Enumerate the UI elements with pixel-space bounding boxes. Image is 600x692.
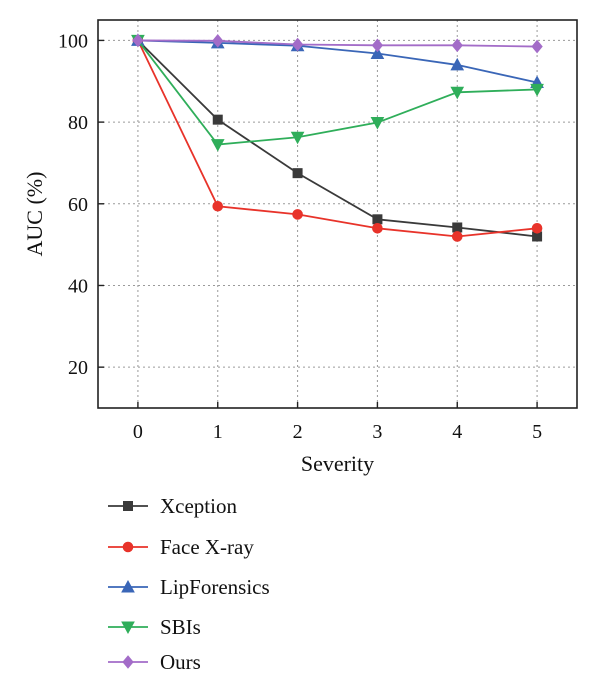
data-point [372,214,383,225]
data-point [292,168,303,179]
series-lipforensics [131,33,544,88]
x-axis-label: Severity [301,451,374,476]
data-point [450,57,465,71]
y-tick-label: 100 [58,30,88,52]
series-line [137,39,538,84]
data-point [372,222,383,234]
data-point [531,222,543,234]
legend: Xception Face X-ray LipForensics SBIs Ours [108,494,270,674]
series-line [137,39,538,238]
axis-ticks: 0 1 2 3 4 5 20 40 60 80 100 [58,30,542,443]
legend-marker [121,579,135,593]
y-tick-label: 80 [68,112,88,134]
legend-item: LipForensics [108,575,270,599]
grid [98,20,577,408]
data-point [450,86,465,100]
data-point [370,46,385,59]
data-point [212,114,223,125]
series-face-x-ray [132,35,543,242]
legend-label: LipForensics [160,575,270,599]
legend-marker [122,541,134,553]
y-tick-label: 20 [68,357,88,379]
data-point [212,34,224,48]
legend-label: Face X-ray [160,535,254,559]
legend-label: Xception [160,494,237,518]
data-point [531,39,543,54]
legend-label: SBIs [160,615,201,639]
legend-item: Ours [108,650,201,674]
data-point [451,38,463,53]
data-point [132,33,144,48]
x-tick-label: 3 [372,421,382,443]
series-ours [132,33,543,54]
data-point [290,131,305,145]
series-line [137,39,538,48]
x-tick-label: 0 [133,421,143,443]
y-axis-label: AUC (%) [22,172,47,257]
data-point [530,83,544,97]
series-line [137,40,538,238]
series-sbis [131,34,544,152]
legend-item: Xception [108,494,237,518]
data-point [292,209,303,220]
x-tick-label: 4 [452,421,462,443]
data-point [291,37,304,52]
series-xception [132,35,543,242]
data-point [451,231,463,242]
legend-marker [122,655,134,669]
x-tick-label: 5 [532,421,542,443]
x-tick-label: 2 [293,421,303,443]
y-tick-label: 40 [68,275,88,297]
y-tick-label: 60 [68,194,88,216]
plot-frame [97,19,578,409]
legend-label: Ours [160,650,201,674]
data-point [452,222,463,233]
legend-item: Face X-ray [108,535,254,559]
data-point [371,38,384,53]
data-point [370,117,385,130]
x-tick-label: 1 [213,421,223,443]
data-point [210,139,225,152]
legend-item: SBIs [108,615,201,639]
data-point [212,200,224,212]
legend-marker [121,621,135,635]
series-line [137,39,538,146]
series-layer [131,33,544,242]
legend-marker [123,501,133,511]
